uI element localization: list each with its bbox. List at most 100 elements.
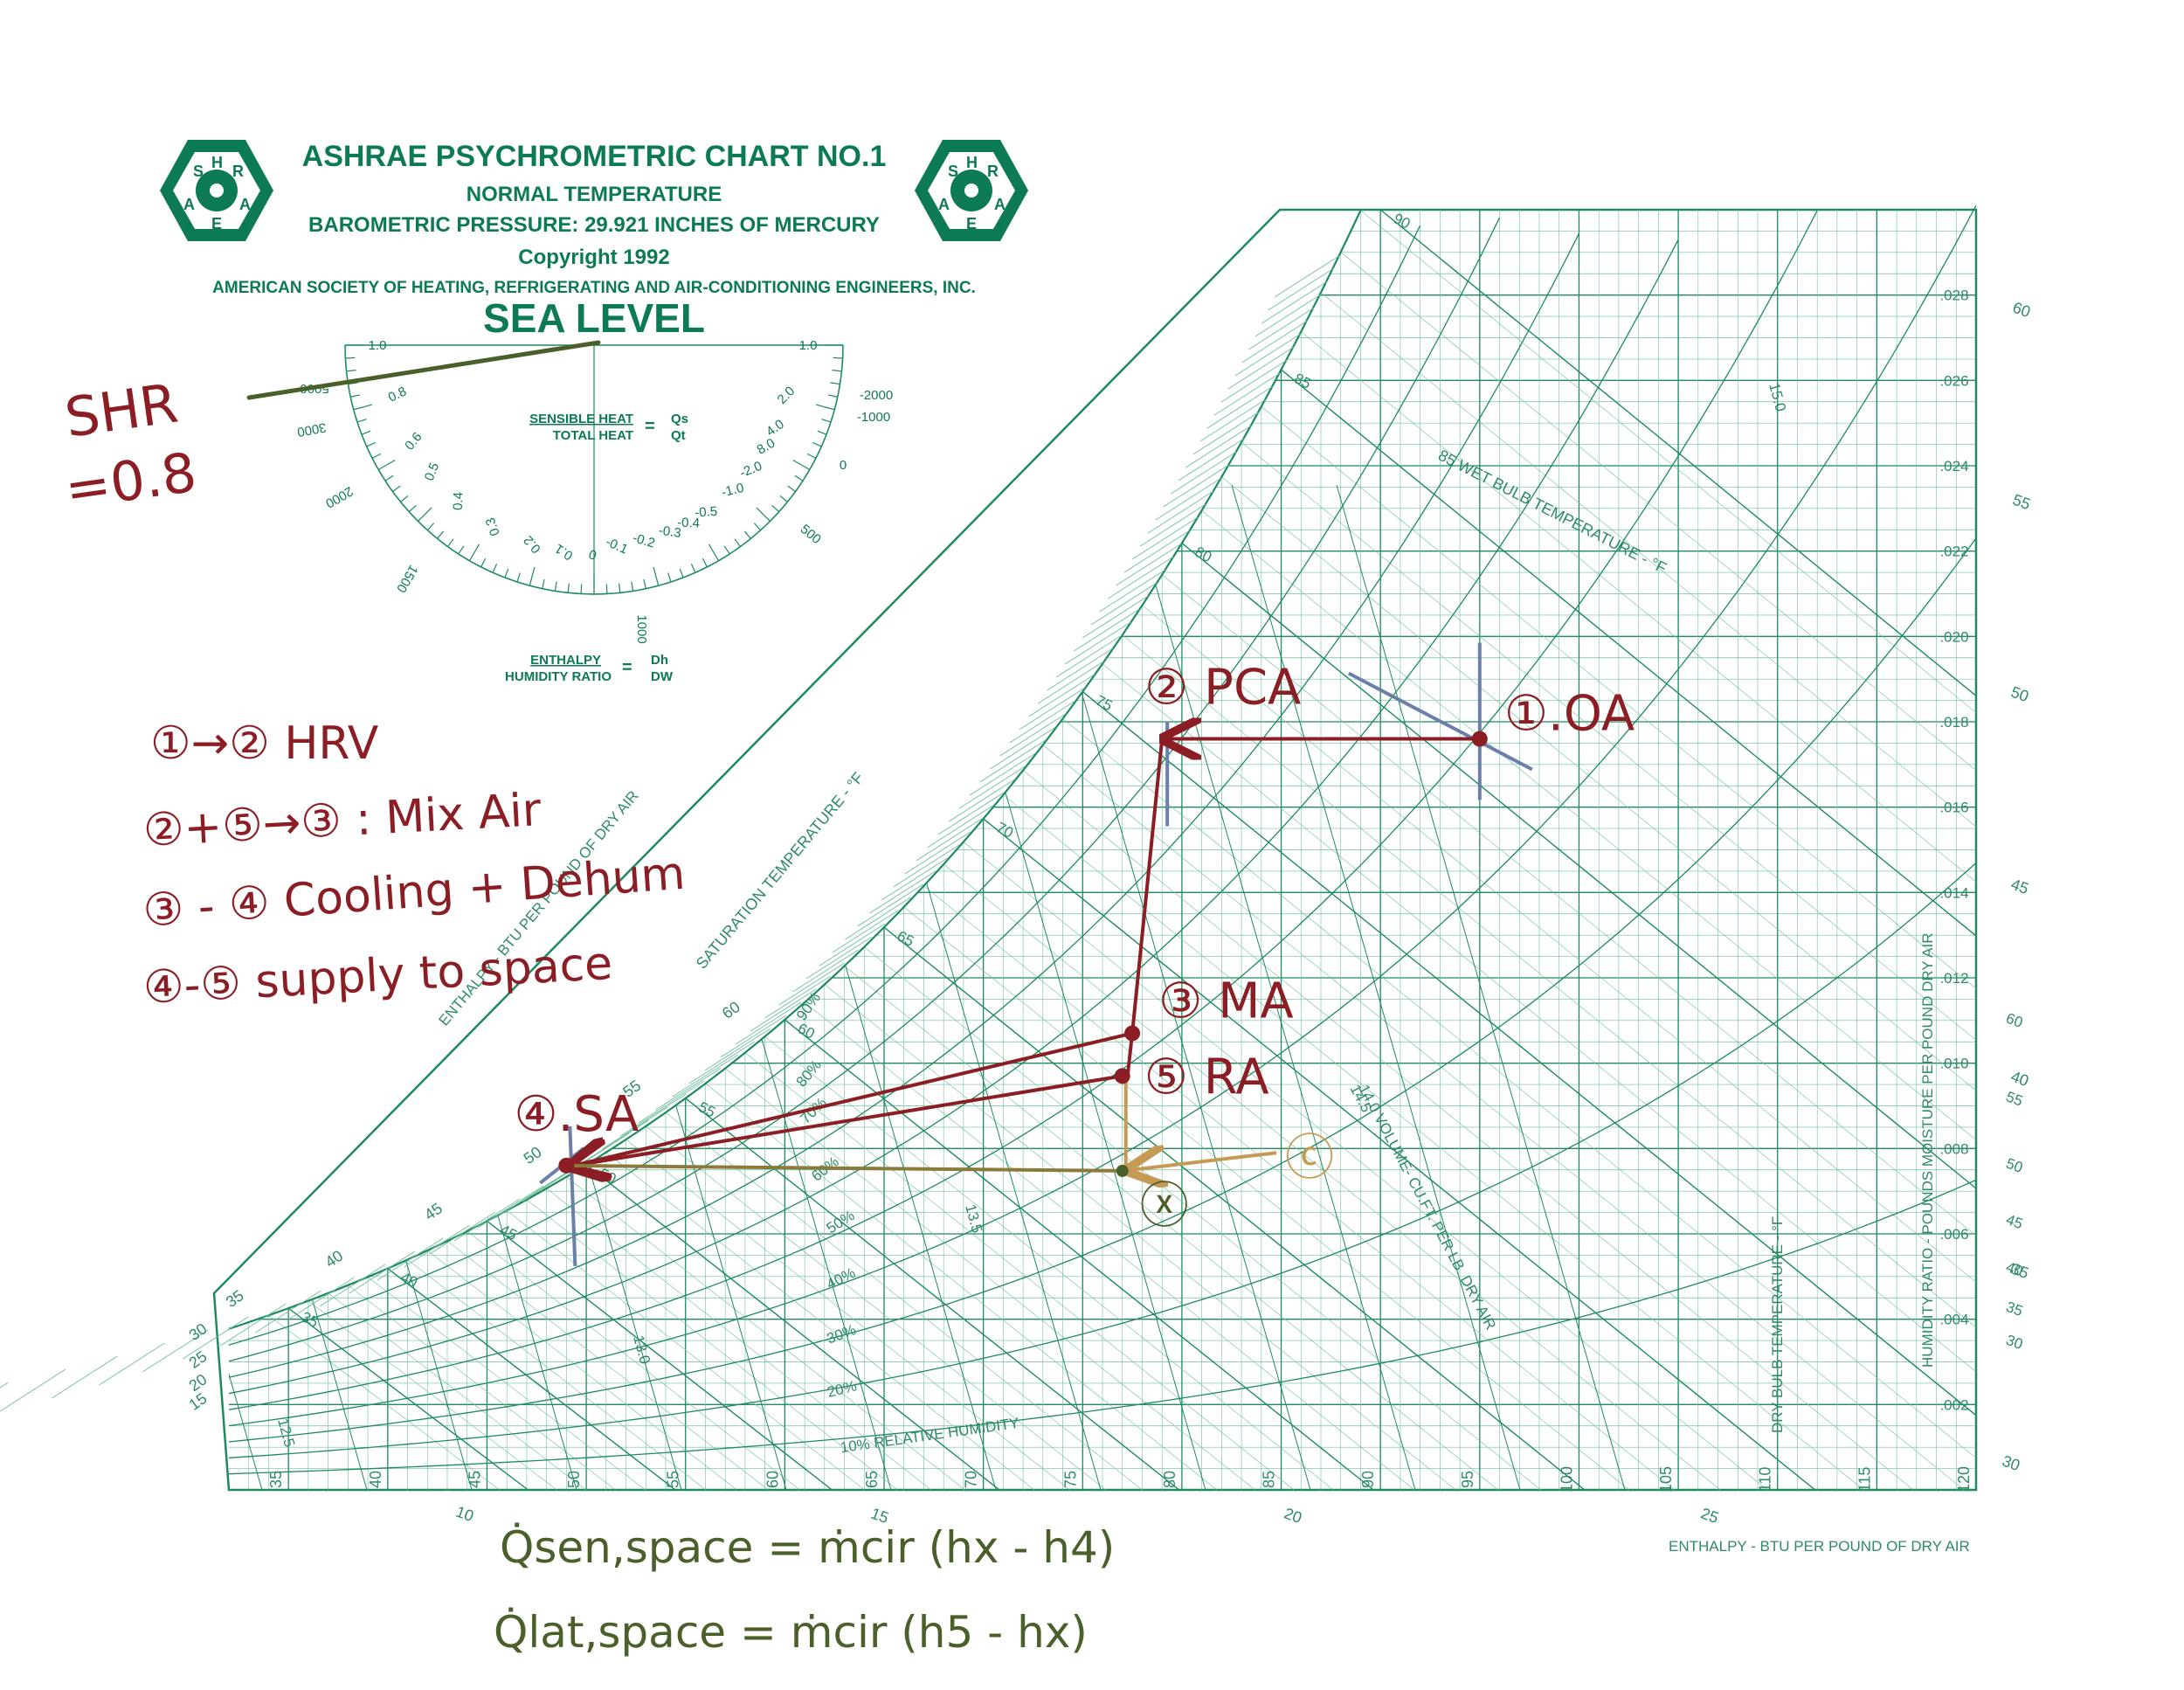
enthalpy-equals: =	[622, 658, 632, 677]
logo-letter: R	[232, 163, 244, 180]
dew-point-tick: 30	[2004, 1332, 2025, 1353]
saturation-hatch	[1163, 464, 1229, 508]
saturation-hatch	[349, 1250, 416, 1294]
humidity-ratio-tick: .020	[1939, 628, 1968, 645]
saturation-hatch	[183, 1316, 249, 1360]
wet-bulb-line	[348, 1285, 616, 1491]
humidity-ratio-tick: .004	[1939, 1312, 1968, 1328]
saturation-hatch	[750, 988, 817, 1032]
saturation-hatch	[1234, 333, 1302, 377]
logo-letter: S	[193, 163, 204, 180]
protractor-right-label: -2.0	[737, 459, 764, 481]
dew-point-tick: 45	[2004, 1211, 2025, 1232]
saturation-hatch	[1155, 477, 1222, 521]
return-to-supply-line	[573, 1074, 1123, 1166]
volume-tick: 15.0	[1766, 381, 1789, 413]
saturation-hatch	[1065, 621, 1131, 665]
humidity-ratio-tick: .010	[1939, 1056, 1968, 1072]
wet-bulb-line	[1003, 794, 1864, 1491]
saturation-hatch	[1248, 307, 1315, 350]
saturation-hatch	[1274, 254, 1341, 298]
wet-bulb-line	[1301, 331, 1977, 883]
saturation-hatch	[1254, 294, 1322, 337]
humidity-ratio-tick: .018	[1939, 714, 1968, 731]
wet-bulb-tick: 65	[895, 927, 916, 950]
volume-line	[1336, 484, 1626, 1490]
shr-value-note: =0.8	[61, 440, 200, 522]
protractor-tick	[827, 394, 838, 398]
shr-label-bottom: TOTAL HEAT	[553, 428, 633, 443]
protractor-tick	[631, 581, 634, 592]
protractor-outer-left-label: 3000	[296, 419, 328, 440]
saturation-hatch	[1199, 398, 1267, 442]
state-point	[1471, 731, 1488, 747]
rh-tick: 10% RELATIVE HUMIDITY	[840, 1415, 1020, 1457]
rh-curve	[228, 217, 1501, 1362]
dry-bulb-tick: 120	[1955, 1466, 1973, 1493]
protractor-tick	[653, 566, 660, 586]
saturation-hatch	[937, 792, 1005, 835]
saturation-hatch	[655, 1067, 722, 1111]
wet-bulb-line	[705, 1083, 1218, 1491]
dry-bulb-tick: 100	[1558, 1466, 1575, 1493]
dry-bulb-tick: 50	[565, 1471, 583, 1488]
dry-bulb-tick: 95	[1459, 1471, 1476, 1488]
protractor-tick	[821, 419, 832, 423]
ashrae-logo-left: S H R A E A	[160, 140, 273, 241]
wet-bulb-line	[367, 1277, 646, 1491]
saturation-hatch	[1090, 582, 1158, 626]
dry-bulb-tick: 60	[764, 1471, 781, 1488]
saturation-hatch	[792, 949, 859, 993]
saturation-hatch	[1131, 516, 1199, 560]
wet-bulb-line	[1340, 252, 1977, 771]
saturation-hatch	[904, 831, 971, 875]
protractor-left-label: 0.4	[451, 492, 467, 510]
wet-bulb-line	[1201, 509, 1977, 1140]
saturation-tick: 40	[321, 1247, 346, 1271]
rh-tick: 20%	[826, 1377, 859, 1401]
wet-bulb-line	[903, 906, 1629, 1491]
saturation-hatch	[219, 1303, 287, 1347]
x-axis-label: DRY BULB TEMPERATURE - °F	[1769, 1216, 1786, 1433]
humidity-ratio-tick: .022	[1939, 544, 1968, 560]
saturation-tick: 45	[421, 1199, 446, 1223]
saturation-hatch	[1123, 530, 1191, 573]
saturation-hatch	[1074, 608, 1140, 652]
humidity-ratio-tick: .028	[1939, 287, 1968, 304]
dry-bulb-tick: 65	[863, 1471, 881, 1488]
protractor-tick	[437, 530, 445, 539]
saturation-hatch	[500, 1172, 567, 1216]
protractor-right-label: -1.0	[720, 481, 745, 501]
enthalpy-axis-label: ENTHALPY - BTU PER POUND OF DRY AIR	[1669, 1538, 1970, 1555]
wet-bulb-tick: 40	[398, 1269, 420, 1292]
wet-bulb-line	[387, 1268, 676, 1491]
wet-bulb-line	[427, 1250, 737, 1491]
volume-tick-labels: 12.5 13.0 13.5 14.0 VOLUME- CU.FT. PER LB. …	[274, 381, 1789, 1449]
wet-bulb-tick: 90	[1391, 210, 1413, 232]
shr-line	[246, 340, 601, 400]
protractor-tick	[794, 474, 804, 481]
y-axis-label: HUMIDITY RATIO - POUNDS MOISTURE PER POU…	[1919, 933, 1936, 1368]
protractor-tick	[353, 404, 373, 411]
saturation-hatch	[1227, 346, 1295, 390]
saturation-hatch	[1178, 438, 1245, 481]
protractor-right-label: 2.0	[775, 384, 798, 407]
rh-curve	[228, 1179, 1977, 1475]
wet-bulb-line	[506, 1210, 865, 1491]
protractor-tick	[418, 507, 432, 522]
protractor-tick	[392, 485, 401, 493]
enthalpy-tick: 50	[2008, 683, 2031, 706]
wet-bulb-line	[446, 1240, 769, 1491]
saturation-label: SATURATION TEMPERATURE - °F	[693, 769, 867, 973]
chart-header: S H R A E A S H R A E A ASHRAE PSYCHROME…	[160, 140, 1028, 341]
label-x: ⓧ	[1140, 1178, 1189, 1235]
saturation-hatch	[319, 1264, 386, 1307]
enthalpy-tick: 10	[453, 1503, 476, 1526]
cooling-process-line	[573, 1031, 1133, 1165]
protractor-tick	[350, 394, 361, 398]
label-ma: ③ MA	[1158, 973, 1294, 1029]
protractor-tick	[779, 495, 788, 502]
shr-protractor: 1.00.80.60.50.40.30.2 0.1 0 1.02.04.08.0-2…	[296, 338, 893, 684]
